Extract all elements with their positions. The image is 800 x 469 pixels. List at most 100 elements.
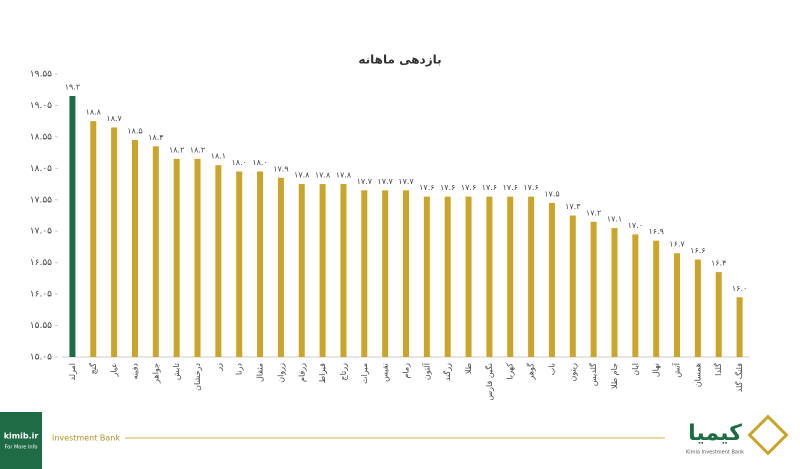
bar: [736, 297, 743, 357]
value-label: ۱۸.۲: [169, 145, 184, 154]
value-label: ۱۷.۸: [294, 171, 310, 180]
x-tick-label: آتش: [672, 362, 682, 377]
x-tick-label: مثقال: [256, 363, 265, 382]
footer-brand-en: Kimia Investment Bank: [686, 450, 744, 456]
x-tick-label: گلدیس: [588, 363, 598, 386]
value-label: ۱۷.۲: [586, 208, 601, 217]
value-label: ۱۸.۰: [252, 158, 267, 167]
x-tick-label: جام طلا: [610, 363, 619, 389]
value-label: ۱۶.۷: [669, 240, 685, 249]
value-label: ۱۷.۶: [523, 183, 538, 192]
value-label: ۱۷.۷: [398, 177, 414, 186]
bar: [403, 190, 409, 357]
x-tick-label: زرفام: [297, 363, 306, 382]
footer-note: For More Info: [5, 445, 38, 451]
x-tick-label: فلنگ گلد: [734, 363, 744, 392]
y-tick-label: ۱۷.۰۵: [30, 227, 52, 237]
y-tick-label: ۱۹.۰۵: [30, 101, 52, 111]
bar: [632, 234, 639, 357]
bar: [131, 140, 138, 357]
value-label: ۱۷.۰: [628, 221, 643, 230]
value-label: ۱۷.۶: [440, 183, 455, 192]
bar: [340, 184, 347, 357]
x-tick-label: تابش: [172, 363, 181, 380]
bar: [111, 127, 118, 357]
x-tick-label: کهربا: [506, 363, 515, 380]
bar: [69, 96, 76, 357]
y-tick-label: ۱۸.۵۵: [30, 132, 52, 142]
value-label: ۱۶.۹: [648, 227, 663, 236]
bar: [444, 196, 451, 357]
x-tick-label: آلتون: [421, 362, 431, 380]
footer-tagline: Investment Bank: [52, 434, 120, 443]
value-label: ۱۸.۱: [211, 152, 226, 161]
value-label: ۱۹.۲: [65, 83, 80, 92]
bar: [569, 215, 576, 357]
chart-title: بازدهی ماهانه: [358, 53, 441, 67]
bar: [590, 221, 597, 357]
value-label: ۱۸.۰: [231, 158, 246, 167]
bar: [215, 165, 222, 357]
y-tick-label: ۱۶.۵۵: [30, 258, 52, 268]
value-label: ۱۷.۸: [336, 171, 352, 180]
value-label: ۱۸.۴: [148, 133, 163, 142]
bar: [298, 184, 305, 357]
value-label: ۱۶.۴: [711, 259, 726, 268]
x-tick-label: زرتاج: [339, 363, 348, 381]
x-tick-label: قیراط: [318, 363, 327, 383]
bar: [465, 196, 472, 357]
x-tick-label: ناب: [547, 363, 556, 375]
x-tick-label: زروان: [276, 363, 285, 383]
x-tick-label: عیار: [110, 363, 119, 378]
bar: [653, 240, 660, 357]
x-tick-label: درنا: [235, 363, 244, 376]
value-label: ۱۸.۲: [190, 145, 205, 154]
bar: [694, 259, 701, 357]
value-label: ۱۷.۶: [419, 183, 434, 192]
value-label: ۱۸.۸: [86, 108, 102, 117]
value-label: ۱۸.۷: [106, 114, 122, 123]
x-tick-label: ریتون: [568, 363, 577, 382]
bar: [90, 121, 97, 358]
value-label: ۱۷.۶: [461, 183, 476, 192]
bar: [548, 202, 555, 357]
value-label: ۱۷.۸: [315, 171, 331, 180]
footer-brand: کیمیا: [688, 421, 742, 446]
x-tick-label: امرلد: [68, 363, 77, 381]
x-tick-label: طلا: [464, 363, 473, 374]
bar: [361, 190, 368, 357]
x-tick-label: زرگند: [442, 363, 452, 381]
x-tick-label: همسان: [693, 363, 702, 387]
bar: [277, 177, 284, 357]
x-tick-label: گلدا: [713, 363, 723, 376]
value-label: ۱۷.۵: [544, 189, 559, 198]
value-label: ۱۶.۰: [732, 284, 747, 293]
bar: [173, 158, 180, 357]
y-tick-label: ۱۶.۰۵: [30, 290, 52, 300]
y-tick-label: ۱۵.۰۵: [30, 353, 52, 363]
y-tick-label: ۱۷.۵۵: [30, 195, 52, 205]
value-label: ۱۷.۷: [377, 177, 393, 186]
bar: [423, 196, 430, 357]
x-tick-label: گوهر: [526, 363, 536, 381]
value-label: ۱۷.۱: [607, 215, 622, 224]
x-tick-label: نگین فارس: [484, 363, 494, 401]
bar: [611, 228, 618, 357]
value-label: ۱۷.۹: [273, 164, 288, 173]
x-tick-label: زر: [214, 363, 223, 372]
bar: [715, 272, 722, 357]
bar: [674, 253, 681, 357]
value-label: ۱۷.۶: [503, 183, 518, 192]
x-tick-label: دفینه: [130, 363, 139, 380]
y-tick-label: ۱۵.۵۵: [30, 321, 52, 331]
value-label: ۱۷.۳: [565, 202, 581, 211]
bar: [319, 184, 326, 357]
x-tick-label: نهال: [652, 363, 661, 377]
footer-site: kimib.ir: [4, 432, 39, 441]
x-tick-label: زمام: [402, 363, 411, 379]
x-tick-label: درخشان: [193, 363, 202, 391]
y-tick-label: ۱۹.۵۵: [30, 70, 52, 80]
bar: [486, 196, 493, 357]
value-label: ۱۶.۶: [690, 246, 705, 255]
